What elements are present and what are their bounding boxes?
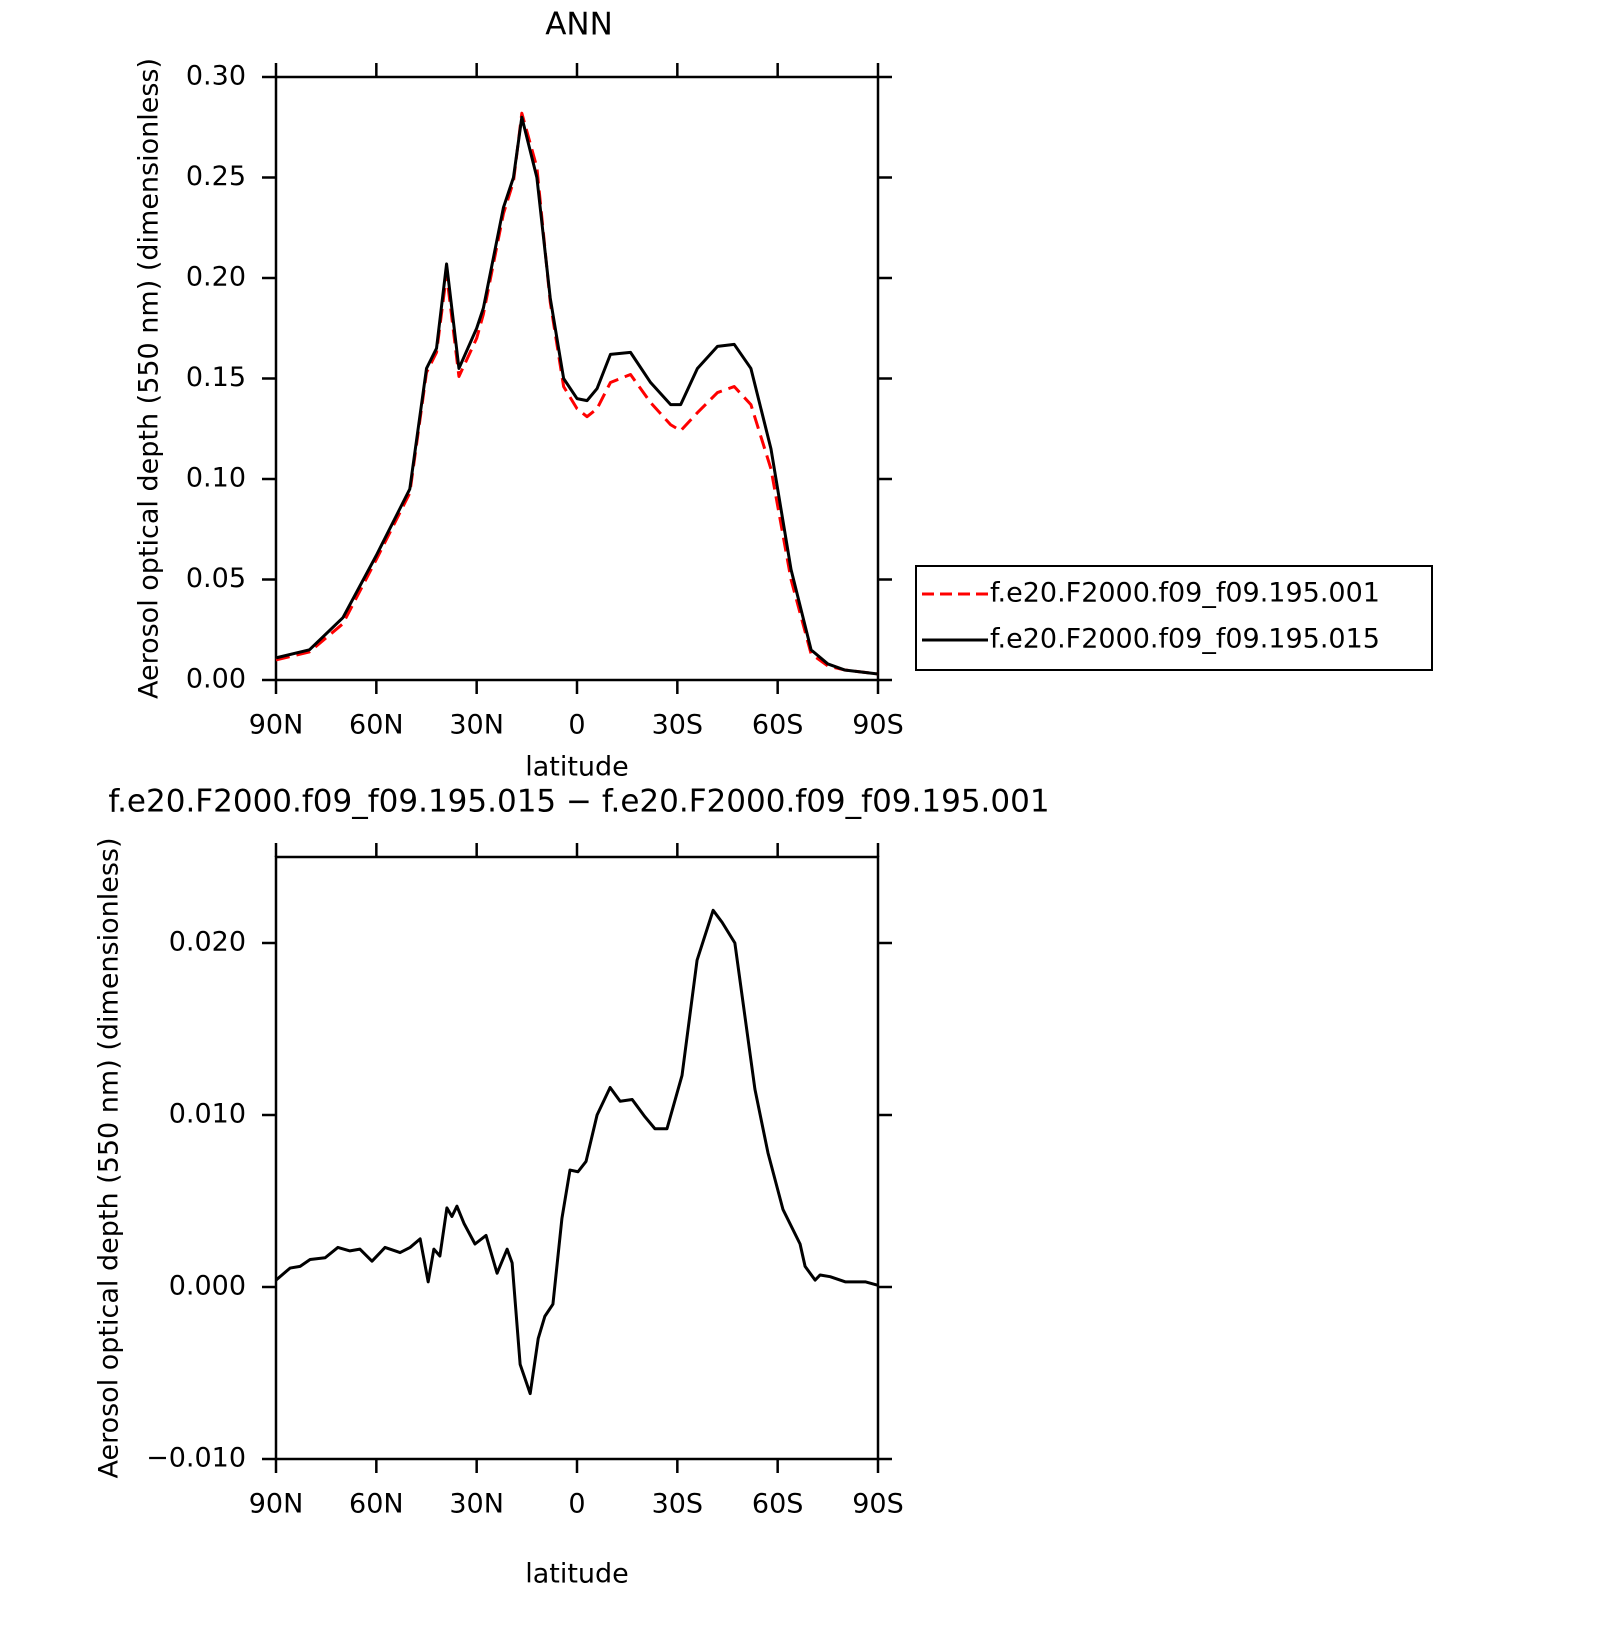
x-tick-label: 0 bbox=[568, 710, 585, 741]
y-tick-label: 0.05 bbox=[186, 563, 246, 594]
y-axis-label: Aerosol optical depth (550 nm) (dimensio… bbox=[94, 837, 125, 1478]
y-tick-label: 0.00 bbox=[186, 664, 246, 695]
plot-frame bbox=[274, 855, 880, 1461]
y-tick-label: −0.010 bbox=[146, 1443, 246, 1474]
y-tick-label: 0.15 bbox=[186, 362, 246, 393]
chart-title: ANN bbox=[545, 7, 613, 43]
legend-label: f.e20.F2000.f09_f09.195.015 bbox=[990, 624, 1380, 655]
y-axis-label: Aerosol optical depth (550 nm) (dimensio… bbox=[134, 58, 165, 699]
legend-box bbox=[915, 565, 1433, 671]
y-tick-label: 0.25 bbox=[186, 161, 246, 192]
x-tick-label: 30N bbox=[449, 710, 504, 741]
x-axis-label: latitude bbox=[525, 1559, 629, 1590]
y-tick-label: 0.20 bbox=[186, 262, 246, 293]
x-tick-label: 60S bbox=[752, 710, 804, 741]
x-tick-label: 0 bbox=[568, 1489, 585, 1520]
x-tick-label: 30S bbox=[652, 710, 704, 741]
x-tick-label: 60S bbox=[752, 1489, 804, 1520]
chart-title: f.e20.F2000.f09_f09.195.015 − f.e20.F200… bbox=[108, 784, 1049, 820]
line-series bbox=[275, 115, 879, 676]
x-tick-label: 60N bbox=[349, 710, 404, 741]
x-tick-label: 90N bbox=[249, 1489, 304, 1520]
y-tick-label: 0.000 bbox=[169, 1271, 246, 1302]
y-tick-label: 0.30 bbox=[186, 61, 246, 92]
y-tick-label: 0.010 bbox=[169, 1099, 246, 1130]
y-tick-label: 0.020 bbox=[169, 927, 246, 958]
line-series bbox=[275, 908, 879, 1396]
x-tick-label: 90N bbox=[249, 710, 304, 741]
x-tick-label: 30S bbox=[652, 1489, 704, 1520]
legend-label: f.e20.F2000.f09_f09.195.001 bbox=[990, 578, 1380, 609]
x-tick-label: 90S bbox=[852, 1489, 904, 1520]
x-tick-label: 90S bbox=[852, 710, 904, 741]
line-series bbox=[275, 111, 879, 676]
x-tick-label: 60N bbox=[349, 1489, 404, 1520]
y-tick-label: 0.10 bbox=[186, 463, 246, 494]
x-tick-label: 30N bbox=[449, 1489, 504, 1520]
x-axis-label: latitude bbox=[525, 752, 629, 783]
plot-frame bbox=[274, 75, 880, 682]
